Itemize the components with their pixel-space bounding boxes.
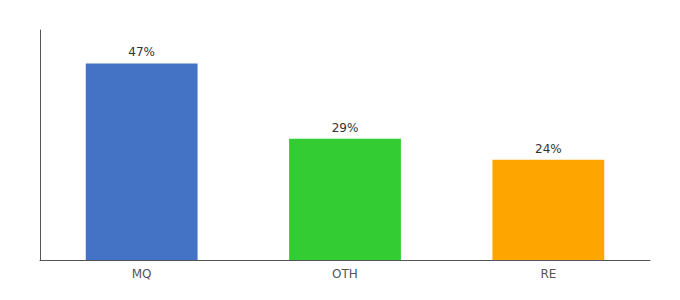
svg-text:29%: 29% bbox=[332, 121, 359, 135]
svg-text:MQ: MQ bbox=[132, 267, 152, 281]
svg-text:47%: 47% bbox=[128, 45, 155, 59]
svg-text:OTH: OTH bbox=[332, 267, 358, 281]
svg-text:24%: 24% bbox=[535, 142, 562, 156]
svg-text:RE: RE bbox=[540, 267, 556, 281]
